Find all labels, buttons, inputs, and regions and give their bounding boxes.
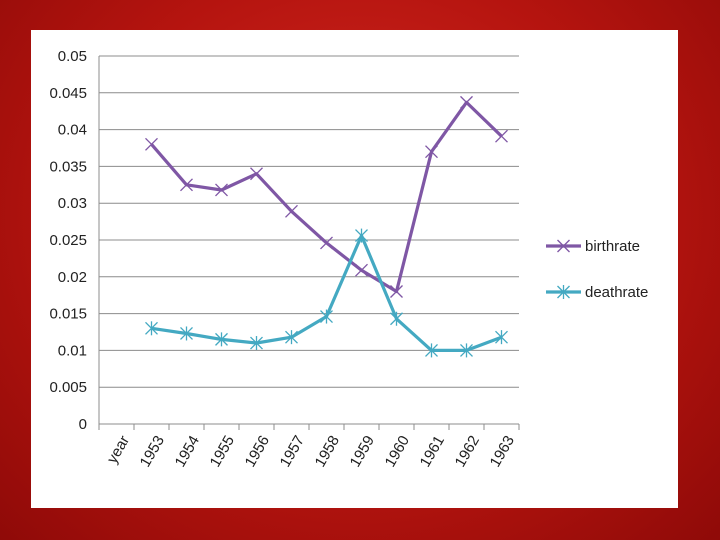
x-tick-label: year: [104, 433, 133, 467]
data-point-birthrate: [215, 183, 228, 197]
marker-stroke: [285, 204, 298, 218]
line-chart: 0 0.005 0.01 0.015 0.02 0.025 0.03 0.035 0.04 0.0…: [49, 48, 648, 470]
data-point-birthrate: [320, 236, 333, 250]
x-tick-label: 1956: [242, 433, 273, 470]
y-tick-label: 0.04: [58, 122, 87, 139]
data-point-deathrate: [460, 343, 473, 358]
marker-stroke: [557, 239, 570, 253]
data-point-deathrate: [390, 311, 403, 326]
x-tick-label: 1963: [487, 433, 518, 470]
data-point-deathrate: [425, 343, 438, 358]
y-tick-label: 0.05: [58, 48, 87, 65]
data-point-birthrate: [355, 263, 368, 277]
x-tick-label: 1955: [207, 433, 238, 470]
data-point-deathrate: [250, 336, 263, 351]
x-tick-label: 1957: [277, 433, 308, 470]
data-point-deathrate: [495, 330, 508, 345]
y-tick-label: 0.02: [58, 269, 87, 286]
y-tick-label: 0: [79, 416, 87, 433]
legend-label-deathrate: deathrate: [585, 284, 648, 301]
marker-stroke: [320, 236, 333, 250]
y-tick-label: 0.035: [49, 158, 87, 175]
marker-stroke: [390, 285, 403, 298]
y-tick-label: 0.005: [49, 379, 87, 396]
x-tick-label: 1960: [382, 433, 413, 470]
data-point-deathrate: [355, 228, 368, 243]
marker-stroke: [355, 263, 368, 277]
x-tick-label: 1959: [347, 433, 378, 470]
data-point-birthrate: [250, 167, 263, 181]
data-point-birthrate: [425, 145, 438, 159]
marker-stroke: [250, 167, 263, 181]
y-tick-label: 0.03: [58, 195, 87, 212]
y-tick-label: 0.01: [58, 342, 87, 359]
data-point-birthrate: [390, 285, 403, 298]
series-line-deathrate: [151, 234, 503, 352]
data-point-birthrate: [180, 178, 193, 192]
marker-stroke: [145, 137, 158, 151]
data-point-deathrate: [320, 309, 333, 324]
y-tick-label: 0.025: [49, 232, 87, 249]
axes: 0 0.005 0.01 0.015 0.02 0.025 0.03 0.035 0.04 0.0…: [49, 48, 520, 470]
marker-stroke: [495, 129, 508, 143]
marker-stroke: [460, 95, 473, 109]
marker-stroke: [180, 178, 193, 192]
data-point-birthrate: [460, 95, 473, 109]
x-tick-label: 1961: [417, 433, 448, 470]
legend: birthrate deathrate: [546, 238, 648, 301]
data-point-birthrate: [285, 204, 298, 218]
series-layer: [145, 95, 508, 358]
x-tick-label: 1958: [312, 433, 343, 470]
data-point-deathrate: [215, 332, 228, 347]
legend-marker-deathrate: [557, 285, 570, 299]
y-tick-label: 0.045: [49, 85, 87, 102]
data-point-birthrate: [145, 137, 158, 151]
x-tick-label: 1962: [452, 433, 483, 470]
data-point-deathrate: [145, 321, 158, 336]
legend-label-birthrate: birthrate: [585, 238, 640, 255]
gridlines: [99, 55, 519, 388]
x-tick-label: 1954: [172, 433, 203, 470]
marker-stroke: [215, 183, 228, 197]
x-tick-label: 1953: [137, 433, 168, 470]
data-point-birthrate: [495, 129, 508, 143]
y-tick-label: 0.015: [49, 306, 87, 323]
marker-stroke: [425, 145, 438, 159]
legend-marker-birthrate: [557, 239, 570, 253]
series-line-birthrate: [150, 100, 503, 294]
data-point-deathrate: [285, 330, 298, 345]
chart-panel: 0 0.005 0.01 0.015 0.02 0.025 0.03 0.035 0.04 0.0…: [31, 30, 678, 508]
data-point-deathrate: [180, 326, 193, 341]
